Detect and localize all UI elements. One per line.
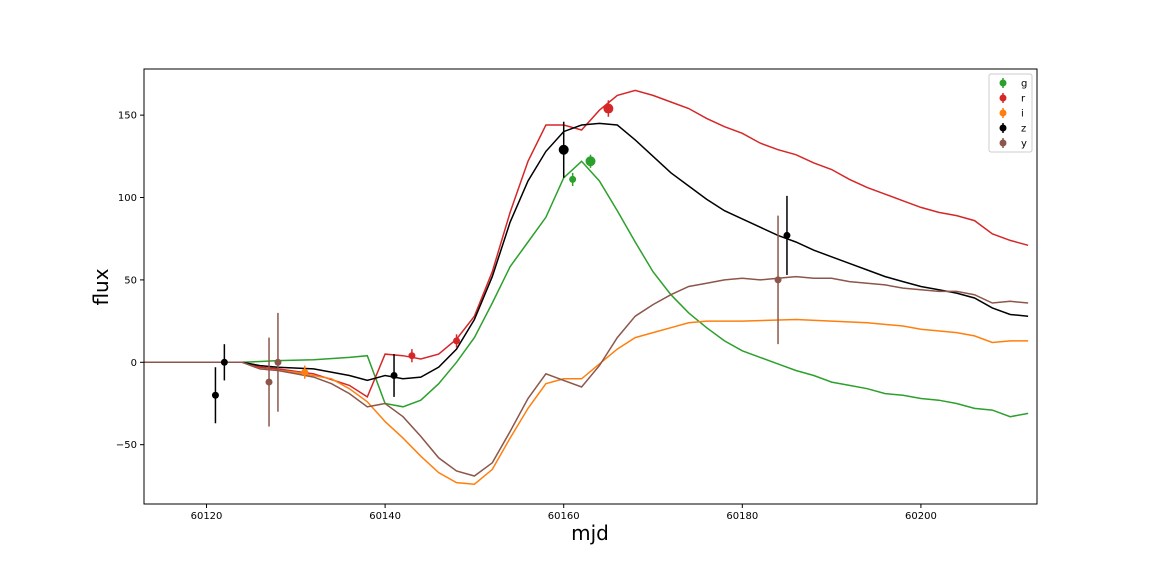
series-g-model-line (144, 160, 1029, 418)
y-tick-label: 100 (118, 193, 137, 204)
series-r-model-line (144, 89, 1029, 399)
x-tick-label: 60140 (369, 511, 401, 522)
y-tick-label: 0 (131, 358, 137, 369)
series-z-marker-4 (783, 231, 791, 239)
legend-box (988, 73, 1033, 153)
legend-label-y: y (1021, 139, 1027, 150)
points-layer (211, 100, 791, 427)
series-layer (144, 89, 1029, 485)
series-z-marker-0 (211, 391, 219, 399)
legend-marker-y (999, 139, 1007, 147)
series-r-point-1 (453, 334, 461, 348)
series-y-point-2 (774, 215, 782, 345)
series-z-model-line (144, 122, 1029, 382)
series-r-point-0 (408, 349, 416, 363)
x-axis-ticks: 60120 60140 60160 60180 60200 (191, 504, 937, 522)
legend-entry-i: i (999, 108, 1024, 120)
legend-label-i: i (1021, 109, 1024, 120)
series-r-point-2 (603, 100, 614, 117)
series-y-marker-1 (274, 358, 282, 366)
series-z-point-0 (211, 367, 219, 424)
series-z-marker-2 (390, 371, 398, 379)
y-tick-label: −50 (116, 440, 137, 451)
series-z-point-3 (558, 121, 569, 178)
series-r-marker-2 (603, 103, 614, 114)
series-z-marker-1 (220, 358, 228, 366)
series-y-marker-2 (774, 276, 782, 284)
series-z-point-2 (390, 354, 398, 397)
x-axis-label: mjd (571, 521, 609, 545)
series-y-point-1 (274, 312, 282, 412)
legend-marker-i (999, 109, 1007, 117)
series-g-point-0 (569, 172, 577, 186)
series-g-marker-1 (585, 156, 596, 167)
x-tick-label: 60180 (726, 511, 758, 522)
x-tick-label: 60200 (905, 511, 937, 522)
y-tick-label: 150 (118, 111, 137, 122)
y-axis-ticks: −50 0 50 100 150 (116, 111, 144, 451)
series-z-point-4 (783, 195, 791, 275)
series-i-point-0 (301, 365, 309, 379)
legend-marker-g (999, 79, 1007, 87)
series-g-marker-0 (569, 175, 577, 183)
legend-entry-r: r (999, 93, 1026, 105)
x-tick-label: 60160 (548, 511, 580, 522)
series-i-marker-0 (301, 368, 309, 376)
series-r-marker-1 (453, 337, 461, 345)
legend-marker-z (999, 124, 1007, 132)
series-g-point-1 (585, 154, 596, 168)
legend-label-g: g (1021, 79, 1027, 90)
series-r-marker-0 (408, 352, 416, 360)
legend-label-z: z (1021, 124, 1026, 135)
y-axis-label: flux (89, 268, 113, 305)
series-y-model-line (144, 275, 1029, 477)
series-i-model-line (144, 318, 1029, 485)
plot-frame (143, 68, 1038, 505)
x-tick-label: 60120 (191, 511, 223, 522)
legend-entry-g: g (999, 78, 1027, 90)
series-z-marker-3 (558, 144, 569, 155)
series-y-point-0 (265, 337, 273, 427)
legend-marker-r (999, 94, 1007, 102)
legend-label-r: r (1021, 94, 1026, 105)
series-y-marker-0 (265, 378, 273, 386)
series-z-point-1 (220, 344, 228, 381)
y-tick-label: 50 (124, 275, 137, 286)
legend-entry-y: y (999, 138, 1027, 150)
legend-entry-z: z (999, 123, 1026, 135)
